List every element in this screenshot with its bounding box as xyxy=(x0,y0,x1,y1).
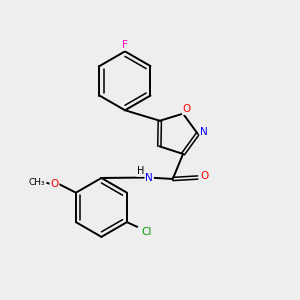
Text: F: F xyxy=(122,40,128,50)
Text: O: O xyxy=(200,171,208,181)
Text: CH₃: CH₃ xyxy=(29,178,45,187)
Text: O: O xyxy=(50,178,59,189)
Text: H: H xyxy=(137,166,145,176)
Text: N: N xyxy=(145,172,153,182)
Text: N: N xyxy=(200,127,208,137)
Text: O: O xyxy=(183,104,191,114)
Text: Cl: Cl xyxy=(142,226,152,237)
